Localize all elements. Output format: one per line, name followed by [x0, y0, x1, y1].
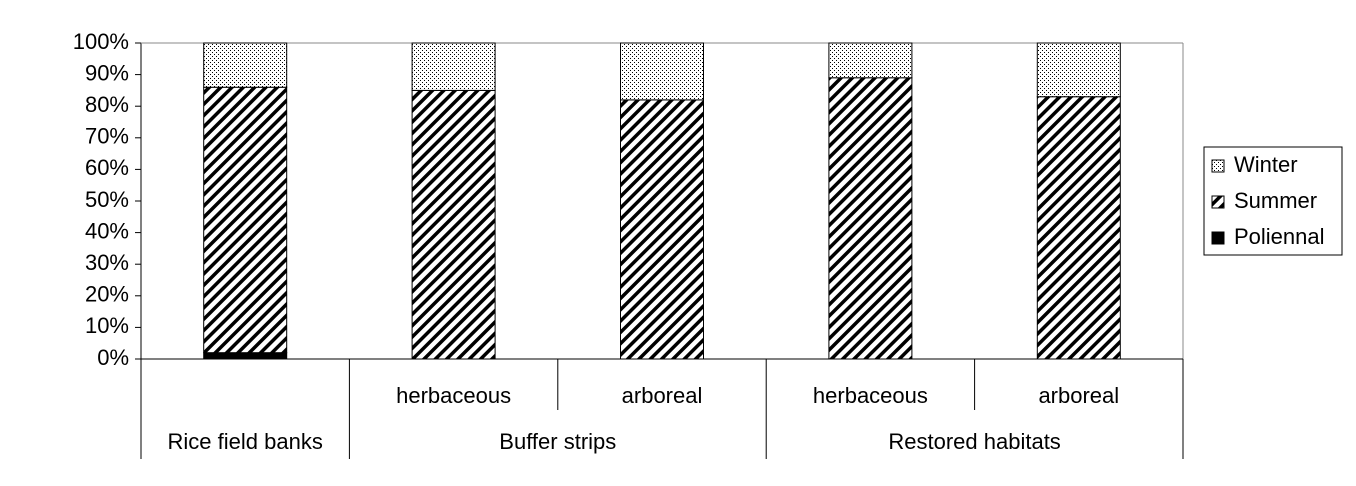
y-tick-label: 40%	[85, 218, 129, 243]
y-tick-label: 20%	[85, 282, 129, 307]
bar-segment	[1036, 42, 1121, 98]
y-tick-label: 30%	[85, 250, 129, 275]
bar-segment	[203, 86, 288, 354]
legend-label: Summer	[1234, 188, 1317, 213]
y-tick-label: 0%	[97, 345, 129, 370]
x-group-label: Rice field banks	[168, 429, 323, 454]
bar-segment	[828, 77, 913, 360]
bar-segment	[1036, 96, 1121, 360]
y-tick-label: 50%	[85, 187, 129, 212]
legend-swatch	[1211, 195, 1225, 209]
x-group-label: Restored habitats	[888, 429, 1060, 454]
bar-segment	[203, 352, 288, 360]
y-tick-label: 70%	[85, 124, 129, 149]
bar-segment	[203, 42, 288, 88]
x-tick-label: herbaceous	[813, 383, 928, 408]
bar-segment	[411, 89, 496, 360]
y-tick-label: 10%	[85, 313, 129, 338]
bar-segment	[411, 42, 496, 91]
bar-segment	[620, 42, 704, 101]
x-tick-label: herbaceous	[396, 383, 511, 408]
y-tick-label: 100%	[73, 29, 129, 54]
bar-segment	[828, 42, 913, 79]
legend-swatch	[1211, 231, 1225, 245]
x-group-label: Buffer strips	[499, 429, 616, 454]
y-tick-label: 60%	[85, 155, 129, 180]
y-tick-label: 90%	[85, 60, 129, 85]
legend-label: Winter	[1234, 152, 1298, 177]
x-tick-label: arboreal	[622, 383, 703, 408]
legend-box	[1203, 146, 1343, 256]
bar-segment	[620, 99, 704, 360]
legend-label: Poliennal	[1234, 224, 1325, 249]
y-tick-label: 80%	[85, 92, 129, 117]
x-tick-label: arboreal	[1038, 383, 1119, 408]
legend-swatch	[1211, 159, 1225, 173]
